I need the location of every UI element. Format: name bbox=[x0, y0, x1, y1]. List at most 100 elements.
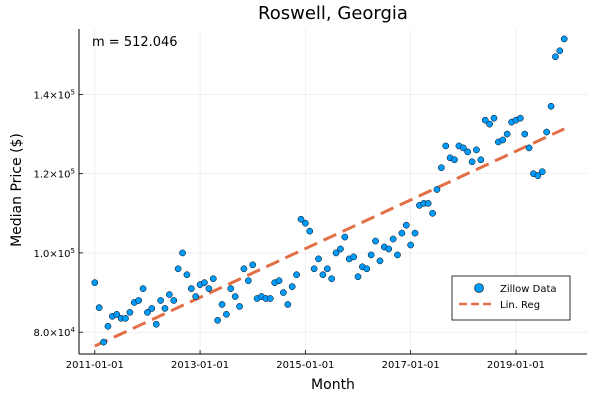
data-point-44 bbox=[284, 301, 292, 308]
data-point-1 bbox=[95, 304, 103, 311]
data-point-16 bbox=[161, 305, 169, 312]
data-point-29 bbox=[218, 301, 226, 308]
data-point-2 bbox=[100, 338, 107, 346]
data-point-93 bbox=[499, 136, 507, 144]
data-point-102 bbox=[538, 168, 546, 176]
data-point-28 bbox=[214, 316, 221, 324]
data-point-57 bbox=[341, 233, 349, 241]
data-point-49 bbox=[306, 227, 314, 235]
y-tick-label-2: 1.2×105 bbox=[34, 168, 75, 181]
data-point-76 bbox=[424, 200, 432, 207]
data-point-21 bbox=[183, 271, 191, 279]
data-point-36 bbox=[249, 261, 257, 269]
legend-marker-zillow bbox=[474, 283, 484, 293]
y-tick-label-0: 8.0×104 bbox=[34, 326, 76, 339]
data-point-78 bbox=[433, 186, 441, 193]
data-point-25 bbox=[201, 279, 208, 287]
data-point-32 bbox=[231, 293, 239, 300]
data-point-90 bbox=[486, 120, 493, 128]
slope-annotation: m = 512.046 bbox=[92, 35, 178, 50]
data-point-56 bbox=[337, 245, 344, 253]
y-tick-label-1: 1.0×105 bbox=[34, 247, 75, 260]
data-point-73 bbox=[411, 229, 419, 237]
data-point-33 bbox=[236, 303, 243, 310]
data-point-99 bbox=[525, 144, 533, 152]
data-point-3 bbox=[104, 322, 112, 330]
data-point-47 bbox=[297, 215, 305, 223]
data-point-68 bbox=[389, 235, 397, 243]
data-point-45 bbox=[288, 283, 296, 290]
data-point-11 bbox=[139, 285, 147, 292]
data-point-67 bbox=[385, 245, 393, 253]
data-point-15 bbox=[157, 297, 164, 304]
chart-title: Roswell, Georgia bbox=[258, 3, 408, 24]
data-point-87 bbox=[473, 146, 480, 154]
axes: 2011-01-01 2013-01-01 2015-01-01 2017-01-01… bbox=[34, 29, 587, 371]
data-point-17 bbox=[166, 291, 173, 298]
data-point-42 bbox=[275, 277, 283, 285]
x-tick-label-2: 2015-01-01 bbox=[276, 360, 334, 371]
data-point-69 bbox=[394, 251, 401, 259]
data-point-51 bbox=[315, 255, 322, 263]
data-point-18 bbox=[170, 297, 178, 304]
data-point-50 bbox=[310, 265, 318, 273]
regression-line-layer bbox=[94, 127, 565, 348]
data-point-14 bbox=[152, 320, 160, 328]
y-tick-label-3: 1.4×105 bbox=[34, 88, 75, 101]
data-point-31 bbox=[227, 285, 235, 292]
legend: Zillow Data Lin. Reg bbox=[451, 275, 571, 321]
data-point-105 bbox=[552, 53, 559, 61]
data-point-94 bbox=[503, 130, 511, 138]
data-point-84 bbox=[459, 144, 467, 152]
data-point-104 bbox=[547, 102, 555, 110]
data-point-0 bbox=[91, 279, 99, 287]
data-point-46 bbox=[293, 271, 300, 279]
data-point-65 bbox=[376, 257, 384, 265]
data-point-55 bbox=[332, 249, 340, 257]
data-point-91 bbox=[490, 114, 498, 122]
data-point-10 bbox=[135, 297, 142, 304]
x-axis-label: Month bbox=[311, 377, 355, 393]
data-point-8 bbox=[126, 309, 134, 316]
data-point-40 bbox=[266, 295, 274, 302]
data-point-63 bbox=[367, 251, 375, 259]
legend-label-linreg: Lin. Reg bbox=[500, 300, 540, 311]
data-point-106 bbox=[556, 47, 564, 55]
data-point-101 bbox=[534, 172, 542, 179]
data-point-107 bbox=[560, 35, 568, 43]
regression-line bbox=[94, 127, 565, 348]
data-point-77 bbox=[429, 209, 436, 217]
data-point-48 bbox=[302, 219, 309, 227]
data-point-27 bbox=[209, 275, 217, 283]
data-point-72 bbox=[407, 241, 414, 249]
data-point-26 bbox=[205, 285, 213, 292]
data-point-22 bbox=[187, 285, 195, 292]
data-point-34 bbox=[240, 265, 248, 273]
x-tick-label-3: 2017-01-01 bbox=[382, 360, 440, 371]
data-point-7 bbox=[122, 314, 129, 322]
data-point-53 bbox=[323, 265, 331, 273]
data-point-23 bbox=[192, 293, 200, 300]
x-tick-label-1: 2013-01-01 bbox=[171, 360, 229, 371]
data-point-89 bbox=[481, 116, 489, 124]
data-point-82 bbox=[451, 156, 458, 164]
x-tick-label-0: 2011-01-01 bbox=[66, 360, 124, 371]
y-axis-label: Median Price ($) bbox=[9, 133, 25, 247]
legend-label-zillow: Zillow Data bbox=[500, 284, 557, 295]
x-tick-label-4: 2019-01-01 bbox=[487, 360, 545, 371]
legend-box bbox=[451, 275, 571, 321]
data-point-103 bbox=[543, 128, 550, 136]
data-point-86 bbox=[468, 158, 476, 166]
data-point-43 bbox=[280, 289, 287, 296]
data-point-52 bbox=[319, 271, 327, 279]
data-point-85 bbox=[464, 148, 472, 156]
data-point-88 bbox=[477, 156, 485, 164]
data-point-13 bbox=[148, 305, 156, 312]
data-point-60 bbox=[354, 273, 362, 281]
data-point-20 bbox=[179, 249, 186, 257]
data-point-12 bbox=[144, 309, 151, 316]
data-point-30 bbox=[223, 311, 230, 318]
data-point-54 bbox=[328, 275, 336, 283]
